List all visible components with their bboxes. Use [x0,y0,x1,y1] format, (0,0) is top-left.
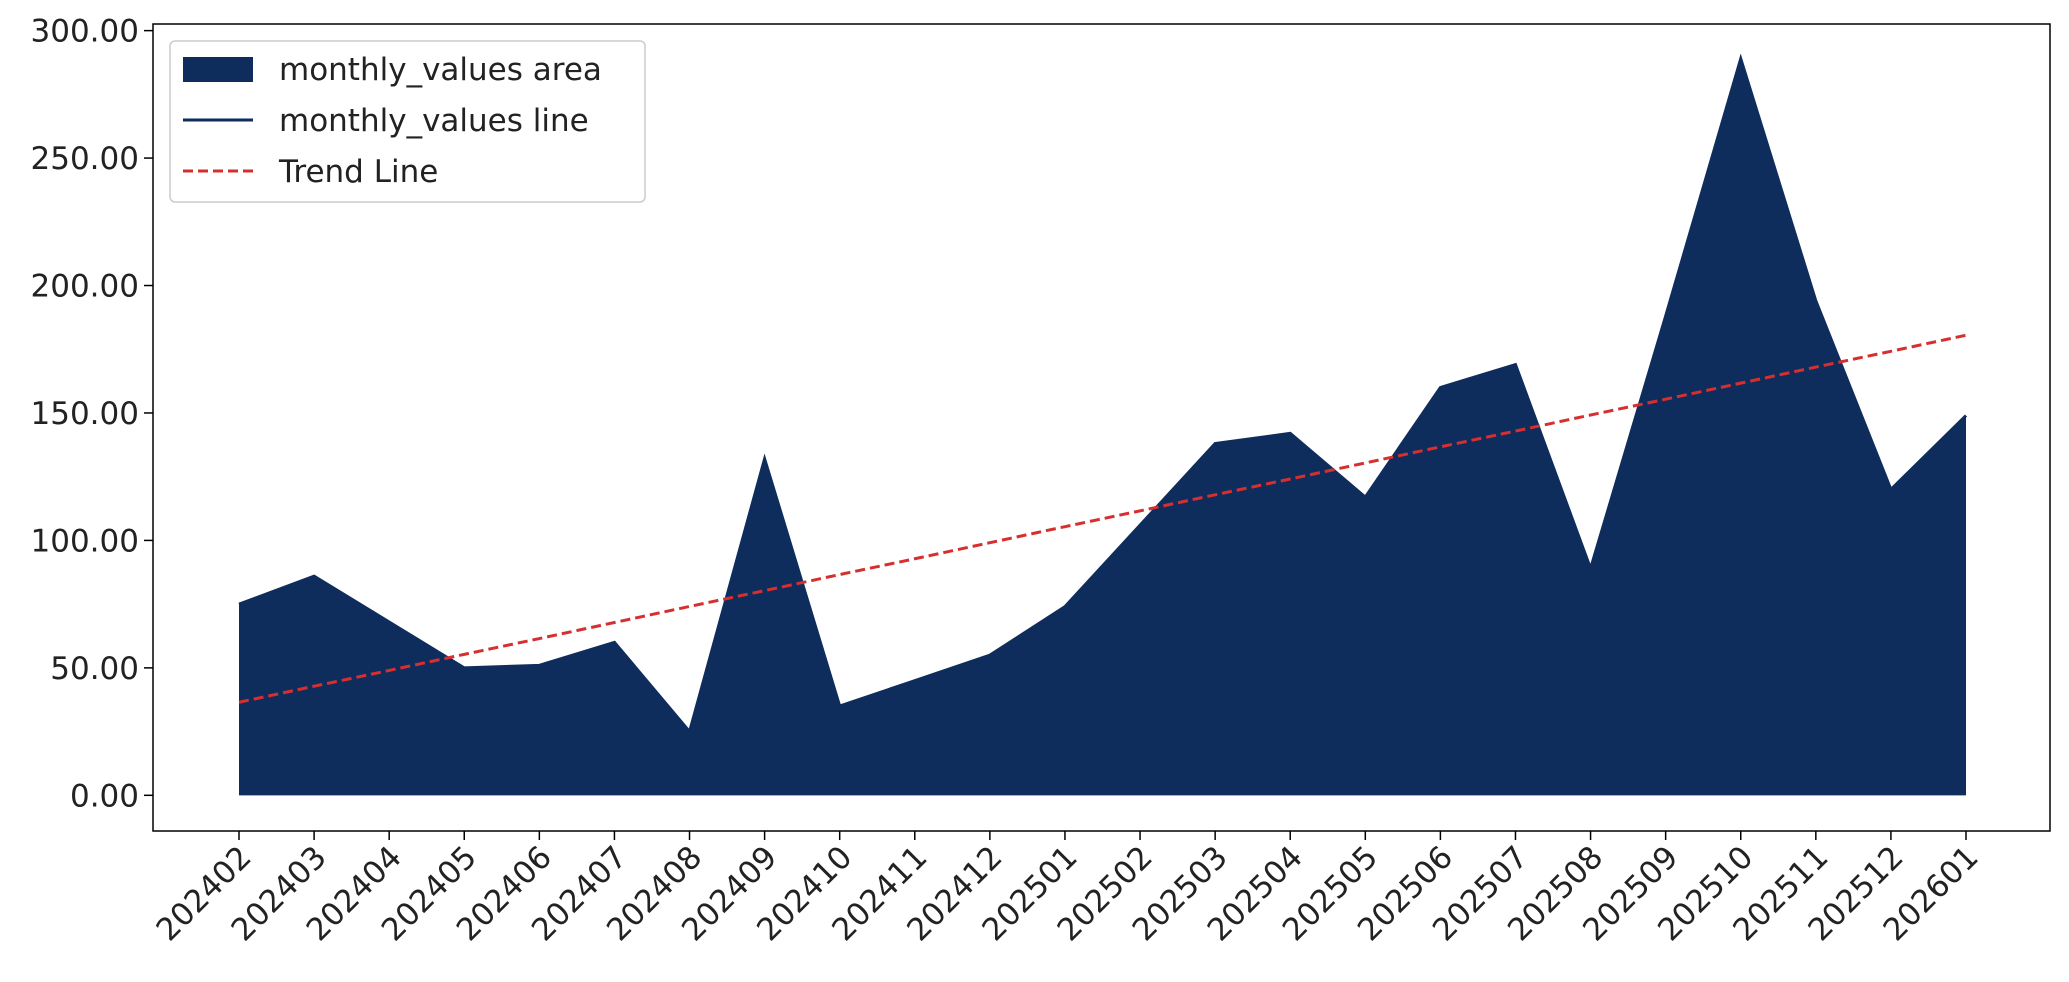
y-tick-label: 300.00 [31,14,139,50]
legend-label: Trend Line [278,154,438,190]
y-tick-label: 250.00 [31,141,139,177]
legend-frame [169,40,646,203]
y-tick-label: 50.00 [50,651,139,687]
plot-frame [152,23,2051,832]
y-tick-label: 150.00 [31,396,139,432]
y-tick-label: 100.00 [31,523,139,559]
legend-label: monthly_values line [279,103,589,139]
legend-label: monthly_values area [279,52,602,88]
legend: monthly_values area monthly_values line Tr… [169,40,646,203]
legend-swatch [183,57,253,82]
y-tick-label: 200.00 [31,269,139,305]
y-tick-label: 0.00 [70,778,139,814]
line [238,53,1968,735]
trend-line [238,333,1967,704]
area [239,58,1966,796]
